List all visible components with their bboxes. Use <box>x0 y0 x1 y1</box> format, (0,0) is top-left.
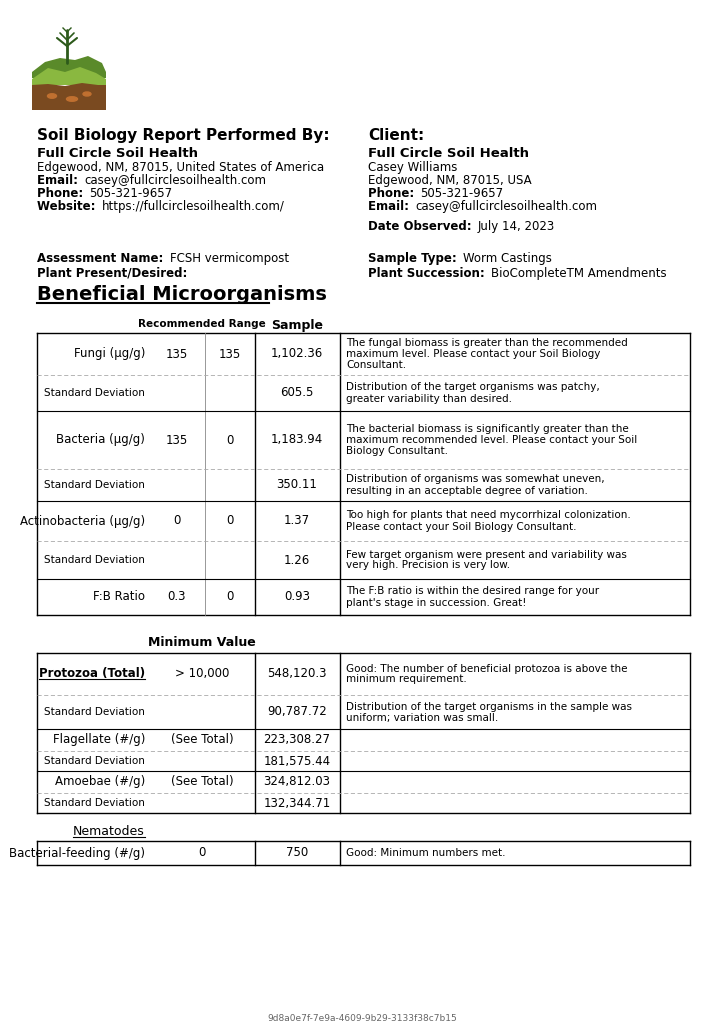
Text: Minimum Value: Minimum Value <box>148 636 256 649</box>
Text: 1,102.36: 1,102.36 <box>271 347 323 360</box>
Text: 0: 0 <box>198 847 206 859</box>
Text: 505-321-9657: 505-321-9657 <box>89 187 172 200</box>
Text: Worm Castings: Worm Castings <box>463 252 552 265</box>
Text: Recommended Range: Recommended Range <box>138 319 266 329</box>
Text: maximum level. Please contact your Soil Biology: maximum level. Please contact your Soil … <box>346 349 600 359</box>
Text: 0: 0 <box>227 433 234 446</box>
Text: Client:: Client: <box>368 128 424 143</box>
Text: greater variability than desired.: greater variability than desired. <box>346 393 512 403</box>
Text: Standard Deviation: Standard Deviation <box>44 480 145 490</box>
Text: Edgewood, NM, 87015, United States of America: Edgewood, NM, 87015, United States of Am… <box>37 161 324 174</box>
Text: maximum recommended level. Please contact your Soil: maximum recommended level. Please contac… <box>346 435 637 445</box>
Text: 0.3: 0.3 <box>168 591 186 603</box>
Text: Fungi (μg/g): Fungi (μg/g) <box>74 347 145 360</box>
Text: plant's stage in succession. Great!: plant's stage in succession. Great! <box>346 597 526 607</box>
Text: Standard Deviation: Standard Deviation <box>44 798 145 808</box>
Text: Casey Williams: Casey Williams <box>368 161 458 174</box>
Text: 0: 0 <box>227 514 234 527</box>
Text: 1,183.94: 1,183.94 <box>271 433 323 446</box>
Text: Edgewood, NM, 87015, USA: Edgewood, NM, 87015, USA <box>368 174 531 187</box>
Text: The F:B ratio is within the desired range for your: The F:B ratio is within the desired rang… <box>346 587 599 597</box>
Text: Sample: Sample <box>271 319 323 332</box>
Text: 135: 135 <box>219 347 241 360</box>
Text: 181,575.44: 181,575.44 <box>264 755 331 768</box>
Text: 90,787.72: 90,787.72 <box>267 706 327 719</box>
Polygon shape <box>32 56 106 78</box>
Text: Distribution of organisms was somewhat uneven,: Distribution of organisms was somewhat u… <box>346 474 605 484</box>
Text: Plant Present/Desired:: Plant Present/Desired: <box>37 267 188 280</box>
Text: Consultant.: Consultant. <box>346 360 406 370</box>
Text: Bacteria (μg/g): Bacteria (μg/g) <box>56 433 145 446</box>
Text: Please contact your Soil Biology Consultant.: Please contact your Soil Biology Consult… <box>346 521 576 531</box>
Text: Website:: Website: <box>37 200 100 213</box>
Text: 1.26: 1.26 <box>284 554 310 566</box>
Text: 605.5: 605.5 <box>280 386 313 399</box>
Text: Distribution of the target organisms in the sample was: Distribution of the target organisms in … <box>346 701 632 712</box>
Text: Protozoa (Total): Protozoa (Total) <box>39 668 145 681</box>
Text: 132,344.71: 132,344.71 <box>264 797 331 810</box>
Text: Nematodes: Nematodes <box>73 825 145 838</box>
Text: Full Circle Soil Health: Full Circle Soil Health <box>37 147 198 160</box>
Text: Amoebae (#/g): Amoebae (#/g) <box>55 775 145 788</box>
Text: 135: 135 <box>166 433 188 446</box>
Text: Email:: Email: <box>37 174 82 187</box>
Text: Email:: Email: <box>368 200 413 213</box>
Text: Bacterial-feeding (#/g): Bacterial-feeding (#/g) <box>9 847 145 859</box>
Text: Phone:: Phone: <box>368 187 418 200</box>
Text: The fungal biomass is greater than the recommended: The fungal biomass is greater than the r… <box>346 338 628 348</box>
Text: Full Circle Soil Health: Full Circle Soil Health <box>368 147 529 160</box>
Text: casey@fullcirclesoilhealth.com: casey@fullcirclesoilhealth.com <box>415 200 597 213</box>
Text: 350.11: 350.11 <box>277 478 317 492</box>
Text: Standard Deviation: Standard Deviation <box>44 707 145 717</box>
Text: 324,812.03: 324,812.03 <box>264 775 330 788</box>
Text: FCSH vermicompost: FCSH vermicompost <box>169 252 289 265</box>
Text: 1.37: 1.37 <box>284 514 310 527</box>
Ellipse shape <box>48 94 56 98</box>
Text: Standard Deviation: Standard Deviation <box>44 756 145 766</box>
Text: Beneficial Microorganisms: Beneficial Microorganisms <box>37 285 327 304</box>
Text: 223,308.27: 223,308.27 <box>264 733 330 746</box>
Text: The bacterial biomass is significantly greater than the: The bacterial biomass is significantly g… <box>346 424 628 434</box>
Text: 0.93: 0.93 <box>284 591 310 603</box>
Text: 548,120.3: 548,120.3 <box>267 668 327 681</box>
Text: 9d8a0e7f-7e9a-4609-9b29-3133f38c7b15: 9d8a0e7f-7e9a-4609-9b29-3133f38c7b15 <box>267 1014 457 1023</box>
Text: Sample Type:: Sample Type: <box>368 252 461 265</box>
Text: Good: Minimum numbers met.: Good: Minimum numbers met. <box>346 848 505 858</box>
Text: very high. Precision is very low.: very high. Precision is very low. <box>346 560 510 570</box>
Text: > 10,000: > 10,000 <box>174 668 230 681</box>
Text: uniform; variation was small.: uniform; variation was small. <box>346 713 498 723</box>
Text: July 14, 2023: July 14, 2023 <box>478 220 555 233</box>
Text: https://fullcirclesoilhealth.com/: https://fullcirclesoilhealth.com/ <box>101 200 285 213</box>
Polygon shape <box>32 83 106 110</box>
Text: BioCompleteTM Amendments: BioCompleteTM Amendments <box>491 267 667 280</box>
Text: Too high for plants that need mycorrhizal colonization.: Too high for plants that need mycorrhiza… <box>346 511 631 520</box>
Text: Assessment Name:: Assessment Name: <box>37 252 167 265</box>
Text: resulting in an acceptable degree of variation.: resulting in an acceptable degree of var… <box>346 485 588 496</box>
Text: (See Total): (See Total) <box>171 733 233 746</box>
Polygon shape <box>32 67 106 85</box>
Text: minimum requirement.: minimum requirement. <box>346 675 467 684</box>
Text: 135: 135 <box>166 347 188 360</box>
Text: Standard Deviation: Standard Deviation <box>44 388 145 398</box>
Text: 750: 750 <box>286 847 308 859</box>
Text: Soil Biology Report Performed By:: Soil Biology Report Performed By: <box>37 128 329 143</box>
Ellipse shape <box>67 96 77 101</box>
Text: 0: 0 <box>173 514 181 527</box>
Text: 505-321-9657: 505-321-9657 <box>421 187 503 200</box>
Text: Actinobacteria (μg/g): Actinobacteria (μg/g) <box>20 514 145 527</box>
Ellipse shape <box>83 92 91 96</box>
Text: Few target organism were present and variability was: Few target organism were present and var… <box>346 550 627 559</box>
Text: Biology Consultant.: Biology Consultant. <box>346 446 448 456</box>
Text: Date Observed:: Date Observed: <box>368 220 476 233</box>
Text: 0: 0 <box>227 591 234 603</box>
Text: Distribution of the target organisms was patchy,: Distribution of the target organisms was… <box>346 383 599 392</box>
Text: casey@fullcirclesoilhealth.com: casey@fullcirclesoilhealth.com <box>84 174 266 187</box>
Text: (See Total): (See Total) <box>171 775 233 788</box>
Text: Standard Deviation: Standard Deviation <box>44 555 145 565</box>
Text: Phone:: Phone: <box>37 187 88 200</box>
Text: Plant Succession:: Plant Succession: <box>368 267 489 280</box>
Text: F:B Ratio: F:B Ratio <box>93 591 145 603</box>
Text: Flagellate (#/g): Flagellate (#/g) <box>53 733 145 746</box>
Text: Good: The number of beneficial protozoa is above the: Good: The number of beneficial protozoa … <box>346 664 628 674</box>
